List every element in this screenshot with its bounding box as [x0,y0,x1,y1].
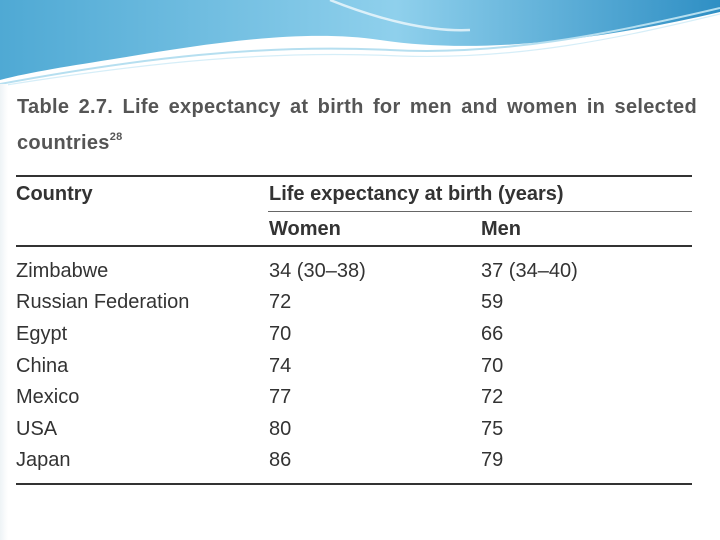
men-cell: 72 [481,386,504,408]
column-header-group: Life expectancy at birth (years) [269,183,564,205]
women-cell: 72 [269,291,292,313]
table-bottom-rule [16,483,692,485]
women-cell: 86 [269,449,292,471]
table-caption-reference: 28 [109,131,123,143]
country-cell: Russian Federation [16,291,190,313]
men-cell: 37 (34–40) [481,260,578,282]
country-cell: Japan [16,449,71,471]
country-cell: Zimbabwe [16,260,109,282]
men-cell: 75 [481,418,504,440]
column-header-country: Country [16,183,93,205]
table-caption: Table 2.7. Life expectancy at birth for … [17,92,697,158]
slide-left-edge [0,84,8,540]
men-cell: 59 [481,291,504,313]
table-row: Russian Federation 72 59 [16,291,692,322]
table-row: Egypt 70 66 [16,323,692,354]
table-row: USA 80 75 [16,418,692,449]
column-header-men: Men [481,218,521,240]
table-row: Japan 86 79 [16,449,692,480]
women-cell: 80 [269,418,292,440]
table-top-rule [16,175,692,177]
women-cell: 34 (30–38) [269,260,366,282]
table-row: Zimbabwe 34 (30–38) 37 (34–40) [16,260,692,291]
header-bottom-rule [16,245,692,247]
men-cell: 79 [481,449,504,471]
table-caption-text: Table 2.7. Life expectancy at birth for … [17,96,697,154]
women-cell: 77 [269,386,292,408]
men-cell: 66 [481,323,504,345]
women-cell: 70 [269,323,292,345]
table-row: China 74 70 [16,355,692,386]
country-cell: USA [16,418,58,440]
men-cell: 70 [481,355,504,377]
country-cell: Mexico [16,386,80,408]
country-cell: China [16,355,69,377]
women-cell: 74 [269,355,292,377]
group-header-rule [268,211,692,212]
header-swoosh-decoration [0,0,720,87]
country-cell: Egypt [16,323,68,345]
table-row: Mexico 77 72 [16,386,692,417]
column-header-women: Women [269,218,341,240]
